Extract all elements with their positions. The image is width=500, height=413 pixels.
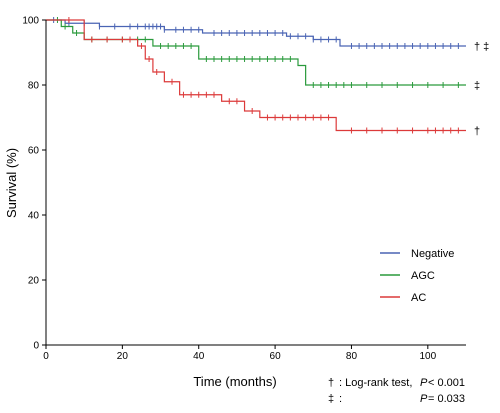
series-line-ac — [46, 19, 466, 132]
x-tick-label: 0 — [43, 351, 49, 362]
y-tick-label: 80 — [28, 81, 40, 92]
axes: 0 20 40 60 80 100 0 20 40 60 80 100 — [22, 16, 466, 362]
footnote-p-1: P — [420, 377, 428, 389]
footnote-value-2: = 0.033 — [428, 393, 465, 405]
x-tick-label: 40 — [193, 351, 205, 362]
plot-area: † ‡ ‡ † — [46, 17, 489, 138]
x-tick-label: 20 — [117, 351, 129, 362]
legend: Negative AGC AC — [380, 248, 454, 304]
footnote-p-2: P — [420, 393, 428, 405]
x-tick-label: 100 — [419, 351, 436, 362]
x-tick-label: 60 — [270, 351, 282, 362]
series-line-negative — [46, 19, 466, 47]
x-axis-label: Time (months) — [193, 374, 276, 389]
y-tick-label: 40 — [28, 211, 40, 222]
axis-labels: Time (months) Survival (%) — [4, 148, 277, 389]
footnote-colon: : — [339, 393, 342, 405]
y-tick-label: 100 — [22, 16, 39, 27]
footnote: † : Log-rank test, P < 0.001 ‡: P = 0.033 — [328, 377, 465, 405]
significance-symbol-ac: † — [474, 126, 480, 138]
footnote-value-1: < 0.001 — [428, 377, 465, 389]
footnote-symbol-double-dagger: ‡ — [328, 393, 334, 405]
x-tick-label: 80 — [346, 351, 358, 362]
y-axis-label: Survival (%) — [4, 148, 19, 218]
significance-symbol-agc: ‡ — [474, 80, 480, 92]
y-tick-label: 60 — [28, 146, 40, 157]
y-tick-label: 20 — [28, 276, 40, 287]
series-line-agc — [46, 19, 466, 86]
footnote-text: : Log-rank test, — [339, 377, 412, 389]
legend-label-ac: AC — [411, 292, 426, 304]
legend-label-negative: Negative — [411, 248, 454, 260]
footnote-symbol-dagger: † — [328, 377, 334, 389]
y-tick-label: 0 — [33, 341, 39, 352]
significance-symbol-negative: † ‡ — [474, 41, 489, 53]
legend-label-agc: AGC — [411, 270, 435, 282]
